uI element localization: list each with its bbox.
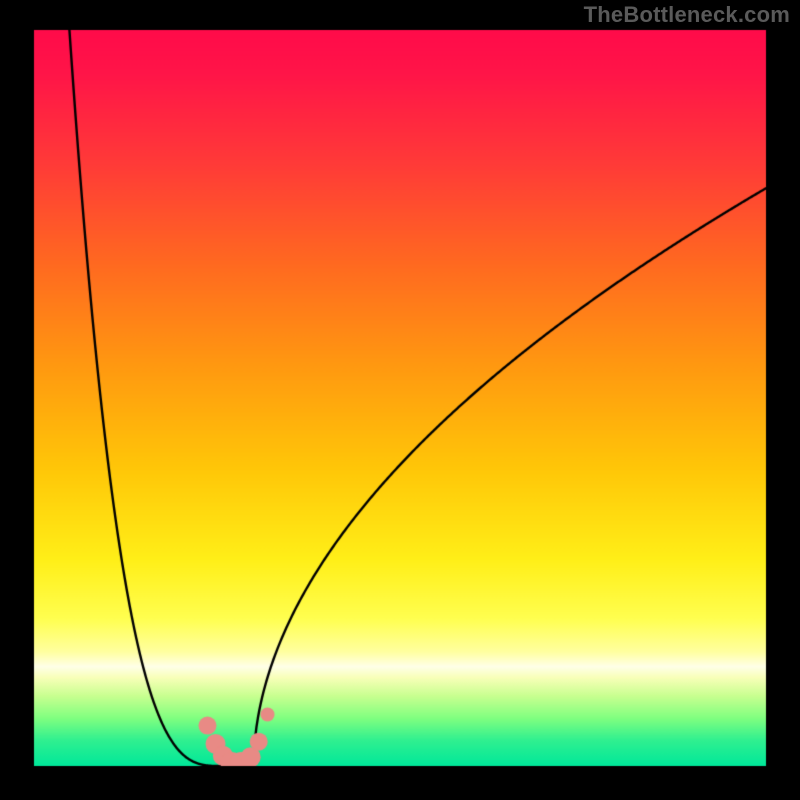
watermark-text: TheBottleneck.com	[584, 2, 790, 28]
bottleneck-v-curve-chart	[0, 0, 800, 800]
chart-container: TheBottleneck.com	[0, 0, 800, 800]
